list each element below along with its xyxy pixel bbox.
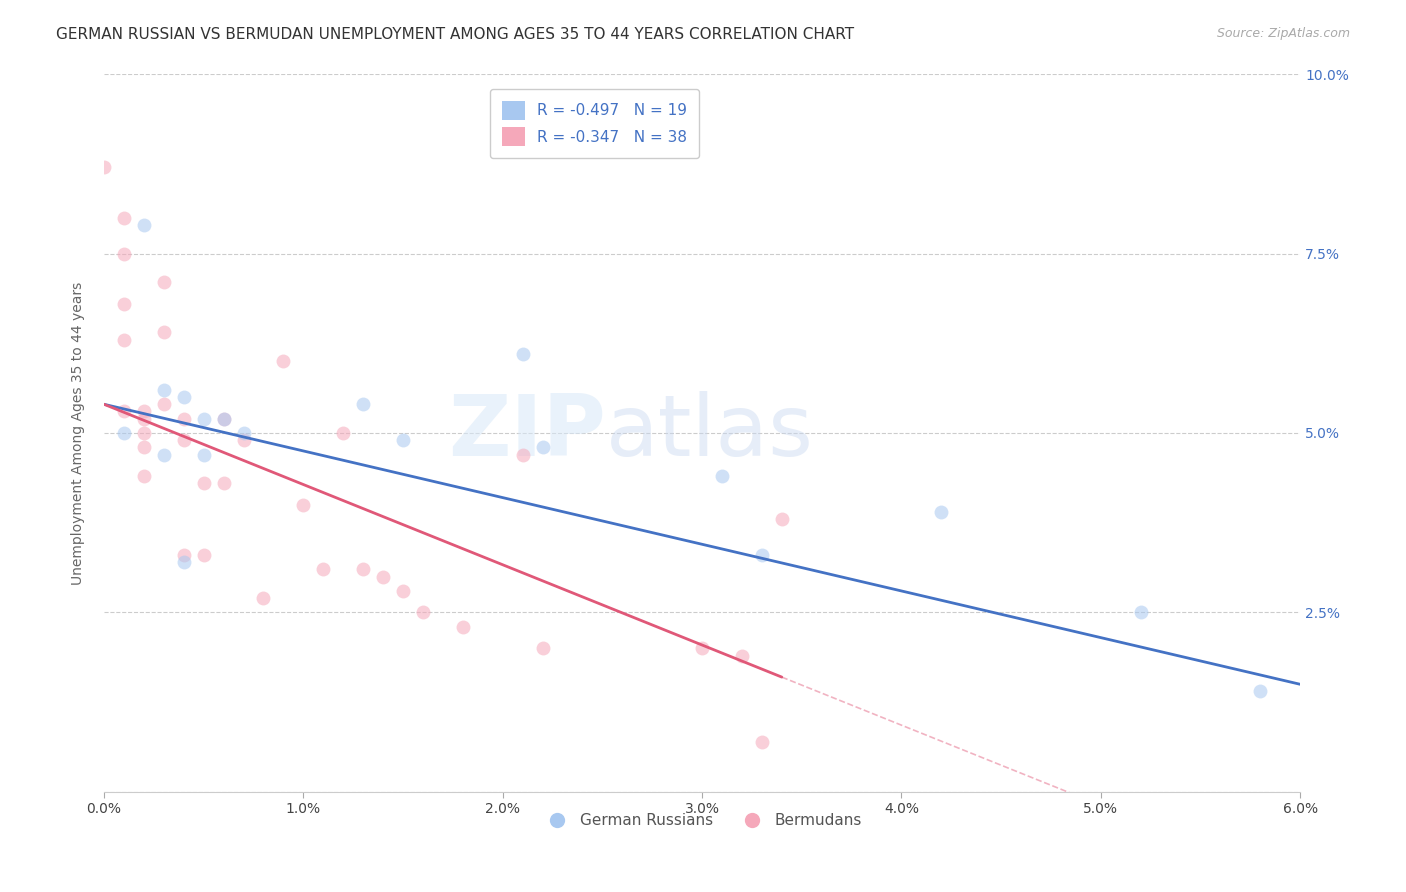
Point xyxy=(252,591,274,606)
Point xyxy=(371,569,394,583)
Point xyxy=(112,333,135,347)
Point xyxy=(112,211,135,225)
Text: ZIP: ZIP xyxy=(449,392,606,475)
Point xyxy=(152,397,174,411)
Point xyxy=(232,425,254,440)
Point xyxy=(193,448,215,462)
Text: GERMAN RUSSIAN VS BERMUDAN UNEMPLOYMENT AMONG AGES 35 TO 44 YEARS CORRELATION CH: GERMAN RUSSIAN VS BERMUDAN UNEMPLOYMENT … xyxy=(56,27,855,42)
Point xyxy=(531,641,554,656)
Point xyxy=(152,448,174,462)
Point xyxy=(173,433,195,447)
Point xyxy=(531,441,554,455)
Point xyxy=(212,411,235,425)
Point xyxy=(193,548,215,562)
Point xyxy=(152,326,174,340)
Point xyxy=(332,425,354,440)
Point xyxy=(710,469,733,483)
Point xyxy=(292,498,315,512)
Point xyxy=(352,562,374,576)
Point xyxy=(232,433,254,447)
Point xyxy=(132,404,155,418)
Point xyxy=(412,606,434,620)
Point xyxy=(392,433,415,447)
Point xyxy=(1249,684,1271,698)
Point xyxy=(112,404,135,418)
Point xyxy=(751,735,773,749)
Point xyxy=(451,620,474,634)
Point xyxy=(929,505,952,519)
Point xyxy=(312,562,335,576)
Point xyxy=(132,411,155,425)
Point xyxy=(770,512,793,526)
Point xyxy=(112,297,135,311)
Point xyxy=(193,476,215,491)
Point xyxy=(512,347,534,361)
Text: Source: ZipAtlas.com: Source: ZipAtlas.com xyxy=(1216,27,1350,40)
Point xyxy=(132,469,155,483)
Text: atlas: atlas xyxy=(606,392,814,475)
Point xyxy=(173,548,195,562)
Point xyxy=(112,425,135,440)
Point xyxy=(212,411,235,425)
Point xyxy=(132,441,155,455)
Y-axis label: Unemployment Among Ages 35 to 44 years: Unemployment Among Ages 35 to 44 years xyxy=(72,281,86,584)
Point xyxy=(152,383,174,397)
Point xyxy=(731,648,754,663)
Point xyxy=(273,354,295,368)
Point xyxy=(173,390,195,404)
Point xyxy=(392,583,415,598)
Point xyxy=(512,448,534,462)
Point xyxy=(212,476,235,491)
Legend: German Russians, Bermudans: German Russians, Bermudans xyxy=(536,807,868,835)
Point xyxy=(173,555,195,569)
Point xyxy=(93,161,115,175)
Point xyxy=(132,425,155,440)
Point xyxy=(132,218,155,232)
Point xyxy=(352,397,374,411)
Point xyxy=(173,411,195,425)
Point xyxy=(193,411,215,425)
Point xyxy=(690,641,713,656)
Point xyxy=(152,275,174,289)
Point xyxy=(112,246,135,260)
Point xyxy=(751,548,773,562)
Point xyxy=(1129,606,1152,620)
